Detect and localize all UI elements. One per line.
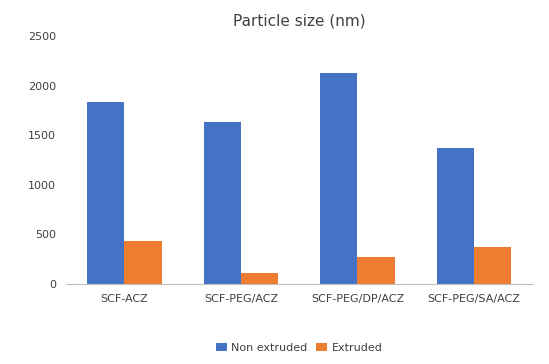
- Bar: [436, 148, 474, 284]
- Bar: [241, 273, 278, 284]
- Bar: [87, 102, 125, 284]
- Bar: [125, 241, 162, 284]
- Bar: [357, 257, 395, 284]
- Bar: [474, 247, 511, 284]
- Title: Particle size (nm): Particle size (nm): [233, 13, 366, 28]
- Bar: [320, 73, 357, 284]
- Legend: Non extruded, Extruded: Non extruded, Extruded: [211, 339, 387, 357]
- Bar: [204, 122, 241, 284]
